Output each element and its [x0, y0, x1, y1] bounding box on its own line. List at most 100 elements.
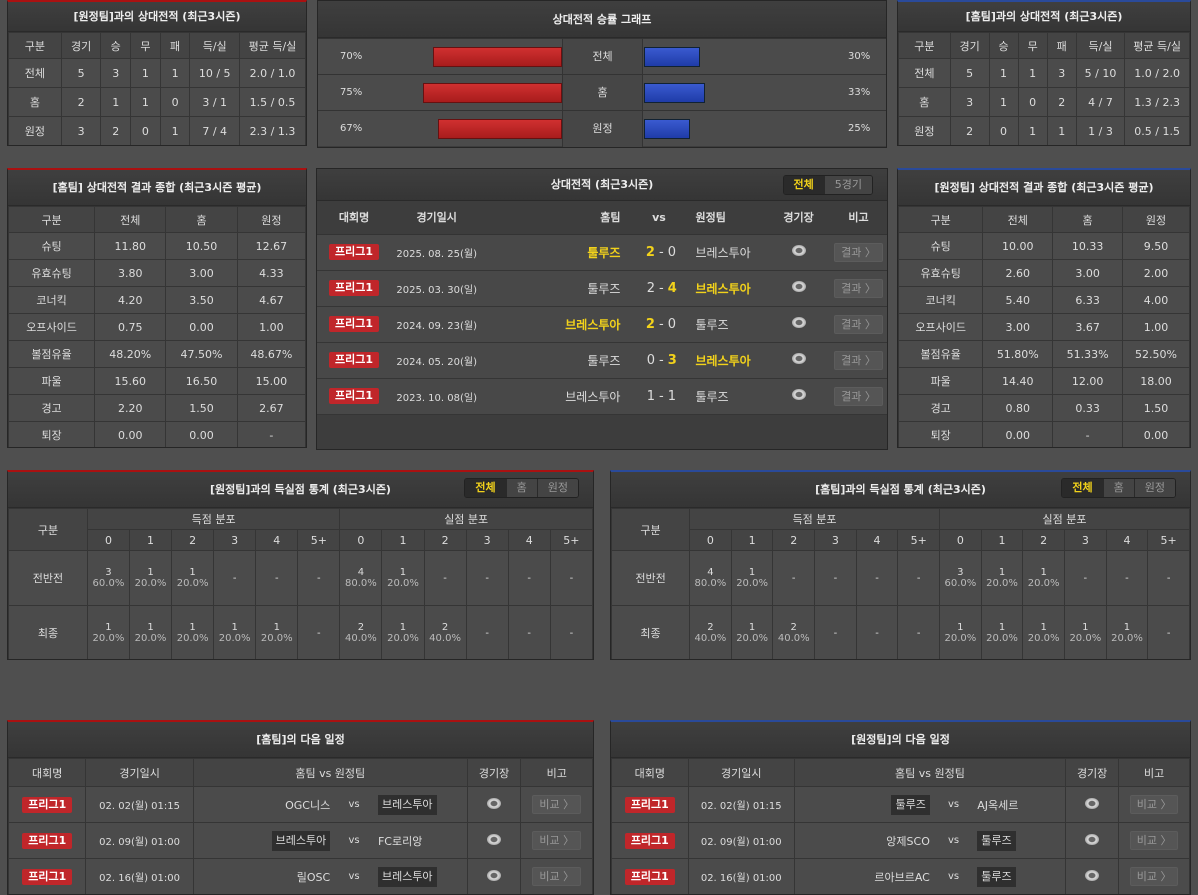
- away-team: 브레스투아: [687, 269, 768, 307]
- goals-column: 5+: [897, 529, 941, 551]
- table-row: 볼점유율 51.80% 51.33% 52.50%: [898, 340, 1190, 368]
- goals-column: 1: [128, 529, 173, 551]
- away-summary-panel: [원정팀] 상대전적 결과 종합 (최근3시즌 평균) 구분 전체 홈 원정 슈팅 10.0…: [897, 168, 1191, 448]
- tab-홈[interactable]: 홈: [505, 479, 537, 497]
- result-button[interactable]: 결과 〉: [834, 386, 883, 406]
- goals-column: 3: [213, 529, 257, 551]
- league-cell: 프리그1: [611, 786, 689, 823]
- stadium-icon[interactable]: [1085, 833, 1100, 845]
- goals-column: 3: [1064, 529, 1107, 551]
- column-header: 경기: [60, 32, 102, 59]
- home-team-name: 르아브르AC: [874, 870, 930, 884]
- cell-value: 3 / 1: [189, 87, 240, 117]
- compare-button[interactable]: 비교 〉: [1129, 831, 1179, 850]
- column-header: 평균 득/실: [1124, 32, 1190, 59]
- tab-원정[interactable]: 원정: [536, 479, 578, 497]
- distribution-cell: -: [1105, 550, 1149, 606]
- table-row: 오프사이드 3.00 3.67 1.00: [898, 313, 1190, 341]
- cell-value: 10 / 5: [189, 58, 240, 88]
- venue-cell: [1065, 858, 1120, 894]
- match-row: 프리그1 2023. 10. 08(일) 브레스투아 1- 1 툴루즈 결과 〉: [317, 377, 887, 415]
- table-row: 전체 5 1 1 3 5 / 10 1.0 / 2.0: [898, 58, 1190, 88]
- column-header: 홈: [165, 206, 238, 233]
- home-win-pct: 75%: [340, 87, 363, 98]
- result-button[interactable]: 결과 〉: [834, 242, 883, 262]
- stadium-icon[interactable]: [487, 869, 502, 881]
- cell-value: 1 / 3: [1075, 116, 1126, 145]
- cell-value: 1: [130, 58, 161, 88]
- result-button[interactable]: 결과 〉: [834, 350, 883, 370]
- percentage: 20.0%: [1027, 578, 1060, 589]
- venue-cell: [466, 822, 522, 859]
- distribution-cell: -: [213, 550, 257, 606]
- stadium-icon[interactable]: [791, 317, 806, 328]
- stadium-icon[interactable]: [1085, 869, 1100, 881]
- note-cell: 결과 〉: [829, 305, 887, 343]
- percentage: 80.0%: [345, 578, 377, 589]
- league-cell: 프리그1: [8, 858, 87, 894]
- distribution-cell: -: [855, 605, 899, 659]
- stadium-icon[interactable]: [1085, 797, 1100, 809]
- cell-value: 3.67: [1052, 313, 1124, 341]
- row-label: 볼점유율: [898, 340, 984, 368]
- home-win-pct: 67%: [340, 123, 363, 134]
- result-button[interactable]: 결과 〉: [834, 278, 883, 298]
- distribution-cell: -: [772, 550, 816, 606]
- panel-title-text: [홈팀]의 다음 일정: [256, 733, 345, 746]
- home-team-name: 브레스투아: [271, 830, 331, 851]
- distribution-cell: 1 20.0%: [1022, 605, 1065, 659]
- col-vs: vs: [630, 201, 688, 234]
- distribution-cell: -: [855, 550, 899, 606]
- percentage: 20.0%: [1027, 633, 1060, 644]
- compare-button[interactable]: 비교 〉: [532, 795, 582, 814]
- tab-원정[interactable]: 원정: [1133, 479, 1175, 497]
- table-row: 원정 3 2 0 1 7 / 4 2.3 / 1.3: [8, 116, 306, 145]
- note-cell: 결과 〉: [829, 233, 887, 271]
- stadium-icon[interactable]: [487, 833, 502, 845]
- home-goals-panel: [홈팀]과의 득실점 통계 (최근3시즌) 전체 홈 원정 구분 득점 분포 실점 분포 0 1…: [610, 470, 1191, 660]
- cell-value: 15.60: [94, 367, 167, 395]
- venue-cell: [767, 233, 830, 271]
- goals-column: 5+: [1147, 529, 1190, 551]
- stadium-icon[interactable]: [791, 389, 806, 400]
- count: 1: [189, 622, 196, 633]
- result-button[interactable]: 결과 〉: [834, 314, 883, 334]
- cell-value: 0.80: [982, 394, 1054, 422]
- row-label: 퇴장: [8, 421, 96, 447]
- home-win-bar: [438, 118, 562, 139]
- distribution-cell: -: [549, 605, 593, 659]
- goal-distribution-table: 구분 득점 분포 실점 분포 0 1 2 3 4 5+ 0 1 2 3 4 5+ 전반전 4 80.0% 1 20.0…: [611, 508, 1190, 659]
- column-header: 득/실: [189, 32, 240, 59]
- tab-전체[interactable]: 전체: [783, 176, 824, 194]
- percentage: 20.0%: [387, 633, 419, 644]
- header-row: 대회명 경기일시 홈팀 vs 원정팀 경기장 비고: [317, 201, 887, 234]
- compare-button[interactable]: 비교 〉: [532, 867, 582, 886]
- cell-value: 0: [130, 116, 161, 145]
- match-date: 02. 02(월) 01:15: [687, 786, 795, 823]
- count: 2: [790, 622, 797, 633]
- distribution-cell: 2 40.0%: [423, 605, 467, 659]
- table-row: 최종 1 20.0% 1 20.0% 1 20.0% 1 20.0% 1 20.0% -2 40.0% 1…: [8, 605, 593, 659]
- tab-전체[interactable]: 전체: [465, 479, 506, 497]
- goals-column: 4: [255, 529, 299, 551]
- compare-button[interactable]: 비교 〉: [1129, 867, 1179, 886]
- row-label: 홈: [8, 87, 62, 117]
- tab-전체[interactable]: 전체: [1062, 479, 1103, 497]
- compare-button[interactable]: 비교 〉: [532, 831, 582, 850]
- col-teams: 홈팀 vs 원정팀: [793, 758, 1067, 787]
- count: -: [317, 627, 321, 639]
- stadium-icon[interactable]: [791, 245, 806, 256]
- compare-button[interactable]: 비교 〉: [1129, 795, 1179, 814]
- tab-홈[interactable]: 홈: [1102, 479, 1134, 497]
- stadium-icon[interactable]: [791, 353, 806, 364]
- stadium-icon[interactable]: [487, 797, 502, 809]
- cell-value: 4.67: [236, 286, 306, 314]
- tab-5경기[interactable]: 5경기: [823, 176, 872, 194]
- table-row: 코너킥 5.40 6.33 4.00: [898, 286, 1190, 314]
- away-win-bar: [644, 46, 700, 67]
- cell-value: 4.00: [1122, 286, 1190, 314]
- cell-value: 1: [100, 87, 132, 117]
- distribution-cell: 1 20.0%: [1022, 550, 1065, 606]
- stadium-icon[interactable]: [791, 281, 806, 292]
- cell-value: 18.00: [1122, 367, 1190, 395]
